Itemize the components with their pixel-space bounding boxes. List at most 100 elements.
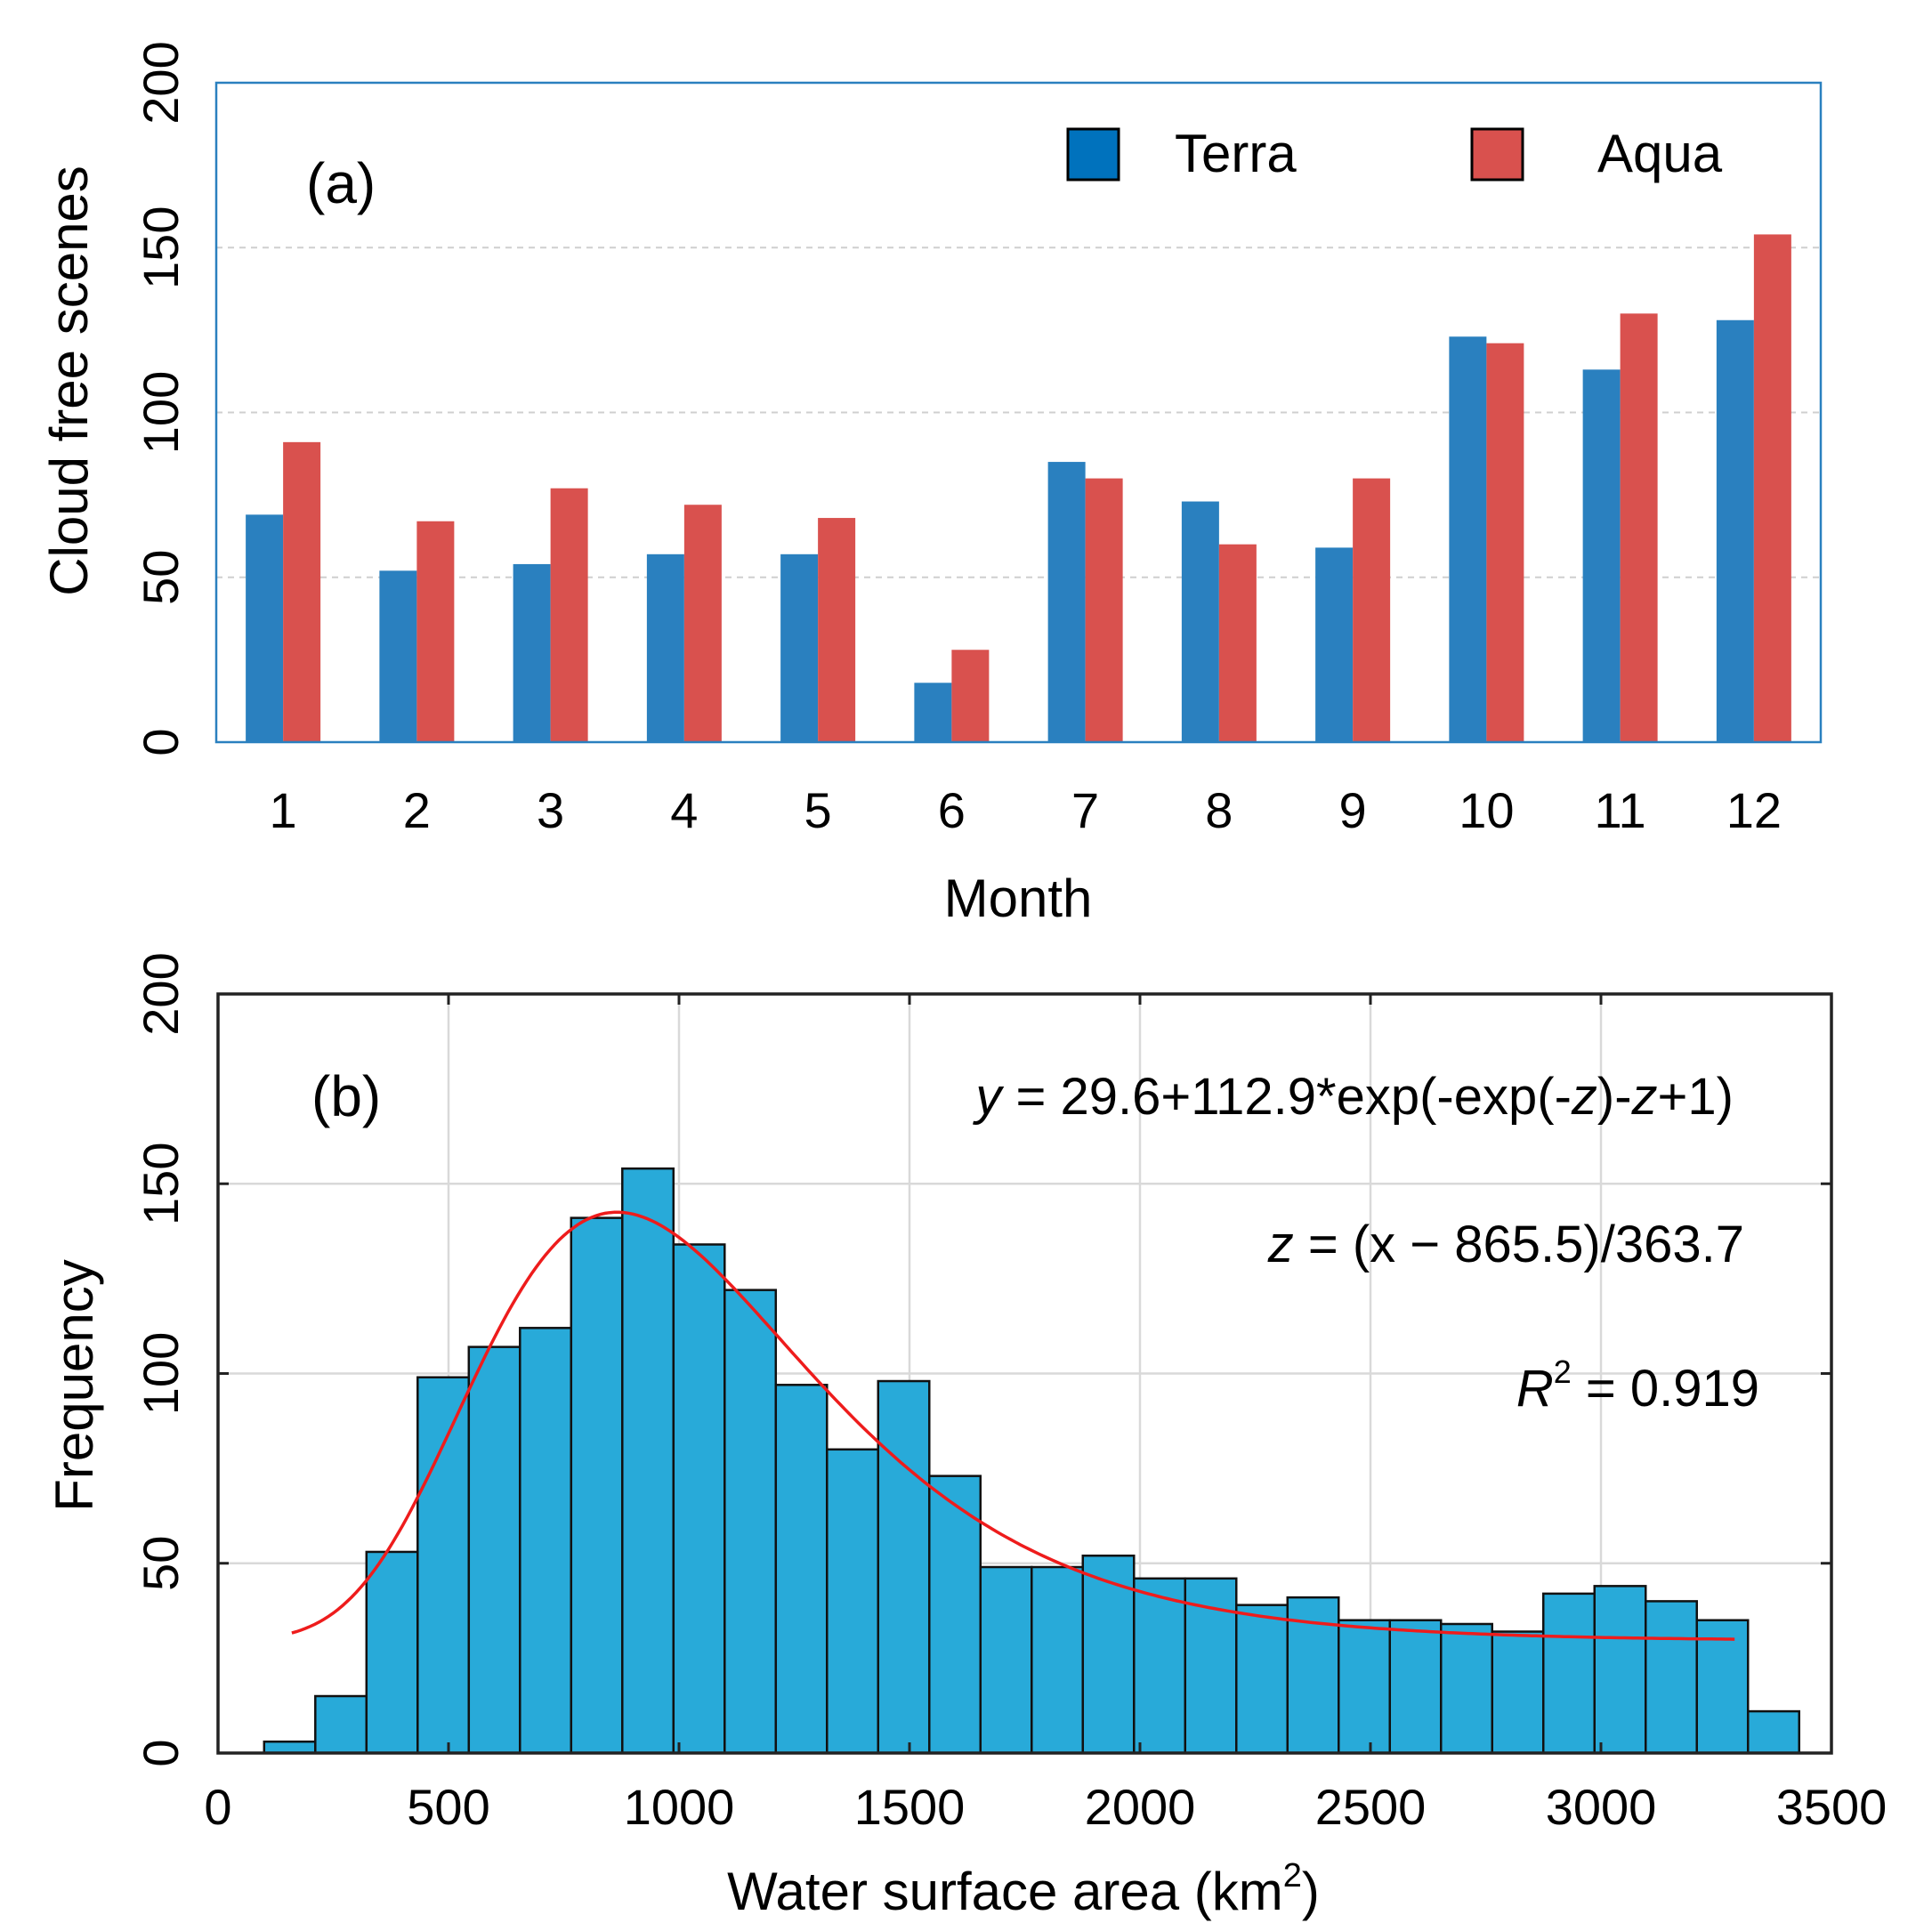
bar-terra-month-12 [1716,319,1754,742]
panel-b-y-axis-label: Frequency [44,1259,104,1511]
histogram-bar [263,1740,317,1755]
panel-b-y-tick-label: 0 [133,1739,189,1766]
panel-b-y-tick-label: 100 [133,1332,189,1415]
z-definition: z = (x − 865.5)/363.7 [1267,1216,1744,1273]
histogram-bar [416,1376,471,1755]
bar-aqua-month-4 [683,505,722,742]
histogram-bar [519,1327,573,1755]
bar-aqua-month-6 [951,650,990,742]
bar-aqua-month-1 [283,441,321,742]
histogram-bar [979,1565,1033,1755]
legend-label-terra: Terra [1175,124,1297,183]
bar-terra-month-5 [780,553,819,742]
panel-b-bars [263,1167,1800,1755]
panel-b-x-tick-label: 2000 [1085,1779,1196,1835]
panel-a-y-tick-label: 100 [133,371,189,454]
panel-a-y-tick-label: 50 [133,550,189,605]
histogram-bar [1235,1604,1289,1755]
histogram-bar [1695,1619,1750,1755]
histogram-bar [877,1379,931,1755]
bar-terra-month-8 [1181,501,1219,742]
panel-a-x-tick-label: 1 [270,782,297,838]
fit-curve [291,1210,1735,1641]
panel-a-x-tick-label: 4 [670,782,698,838]
panel-b-x-tick-label: 3000 [1546,1779,1657,1835]
histogram-bar [570,1216,624,1755]
bar-terra-month-10 [1449,336,1487,742]
panel-b-x-tick-label: 1500 [854,1779,966,1835]
panel-b-x-tick-label: 500 [407,1779,489,1835]
panel-b-x-tick-label: 0 [204,1779,231,1835]
histogram-bar [1593,1585,1647,1755]
panel-a-x-tick-label: 10 [1459,782,1514,838]
panel-a-x-tick-label: 6 [938,782,966,838]
histogram-bar [774,1384,829,1755]
bar-aqua-month-9 [1353,478,1391,742]
bar-terra-month-11 [1582,369,1621,742]
bar-aqua-month-2 [416,521,455,742]
panel-a-x-axis-label: Month [944,869,1093,928]
legend-label-aqua: Aqua [1597,124,1723,183]
histogram-bar [365,1550,419,1755]
panel-b-x-tick-labels: 0 500 1000 1500 2000 2500 3000 3500 [204,1779,1887,1835]
r-squared: R2 = 0.919 [1516,1353,1759,1418]
bar-terra-month-7 [1047,462,1086,742]
histogram-bar [1338,1619,1392,1755]
histogram-bar [1746,1709,1800,1755]
histogram-bar [1031,1565,1085,1755]
panel-a-x-tick-label: 9 [1339,782,1367,838]
panel-a-x-tick-label: 5 [804,782,832,838]
panel-a-x-tick-label: 8 [1205,782,1233,838]
panel-b-x-tick-label: 3500 [1776,1779,1888,1835]
bar-terra-month-9 [1315,547,1354,742]
bar-terra-month-1 [246,514,284,742]
histogram-bar [672,1243,726,1755]
histogram-bar [723,1289,778,1755]
histogram-bar [1542,1592,1596,1755]
panel-a-y-tick-label: 200 [133,41,189,124]
bar-aqua-month-11 [1620,313,1658,742]
histogram-bar [1440,1622,1494,1755]
histogram-bar [1644,1600,1698,1755]
panel-a-x-tick-label: 2 [403,782,431,838]
bar-aqua-month-10 [1486,343,1524,742]
bar-aqua-month-8 [1218,544,1257,742]
panel-a-y-tick-labels: 0 50 100 150 200 [133,41,189,755]
panel-a-x-tick-label: 11 [1595,782,1646,838]
panel-a-axes-frame [214,81,1823,744]
bar-terra-month-3 [513,563,551,742]
panel-a-x-tick-label: 12 [1726,782,1782,838]
panel-a-x-tick-label: 3 [537,782,564,838]
panel-b-y-tick-label: 150 [133,1143,189,1225]
panel-b-x-tick-label: 2500 [1315,1779,1427,1835]
panel-a-y-tick-label: 0 [133,728,189,755]
panel-a-gridlines [216,246,1821,578]
legend-swatch-terra [1066,127,1120,182]
histogram-bar [826,1448,880,1755]
bar-terra-month-2 [379,570,417,742]
panel-b-tick-marks [216,992,1833,1755]
histogram-bar [928,1475,982,1755]
fit-equation: y = 29.6+112.9*exp(-exp(-z)-z+1) [972,1068,1734,1126]
panel-b-x-axis-label: Water surface area (km2) [727,1857,1320,1921]
histogram-bar [1388,1619,1443,1755]
panel-b-y-tick-labels: 0 50 100 150 200 [133,952,189,1766]
panel-b-y-tick-label: 50 [133,1536,189,1591]
legend-swatch-aqua [1470,127,1524,182]
bar-aqua-month-7 [1085,478,1123,742]
histogram-bar [1491,1630,1545,1755]
histogram-bar [1133,1577,1187,1755]
panel-a-x-tick-labels: 1 2 3 4 5 6 7 8 9 10 11 12 [270,782,1782,838]
panel-b-label: (b) [311,1064,381,1128]
bar-aqua-month-5 [818,518,856,742]
panel-a-x-tick-label: 7 [1071,782,1099,838]
bar-terra-month-4 [646,553,684,742]
panel-b-histogram: 0 50 100 150 200 0 500 1000 1500 2000 2500 3000 350… [44,952,1887,1921]
histogram-bar [621,1167,675,1755]
panel-a-y-tick-label: 150 [133,206,189,289]
histogram-bar [314,1694,368,1755]
bar-aqua-month-3 [550,488,588,742]
bar-terra-month-6 [914,683,952,742]
